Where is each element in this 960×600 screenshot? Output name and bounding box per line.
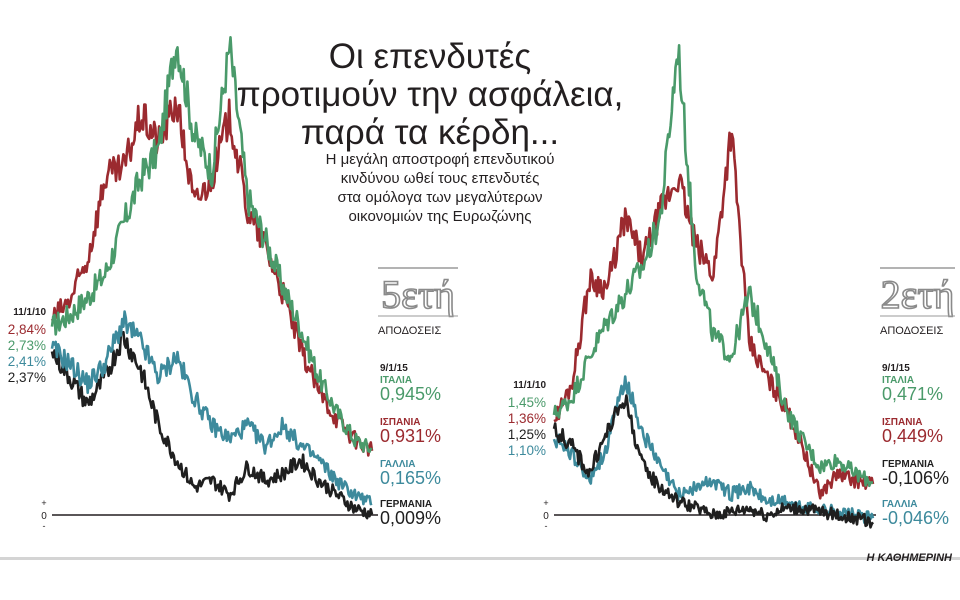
end-value-label: 0,165% [380,468,441,488]
series-line-3 [552,394,875,529]
subtitle-line: κινδύνου ωθεί τους επενδυτές [340,170,540,187]
start-value-label: 1,36% [508,411,546,426]
panel-subtitle: ΑΠΟΔΟΣΕΙΣ [880,325,943,337]
series-name-label: ΙΣΠΑΝΙΑ [882,417,922,428]
headline-line: προτιμούν την ασφάλεια, [236,75,624,114]
end-value-label: 0,945% [380,384,441,404]
end-date-label: 9/1/15 [882,363,910,374]
subtitle-line: Η μεγάλη αποστροφή επενδυτικού [325,151,555,168]
axis-zero-label: 0 [543,511,549,522]
credit: Η ΚΑΘΗΜΕΡΙΝΗ [866,552,952,564]
series-name-label: ΓΕΡΜΑΝΙΑ [882,459,934,470]
series-line-3 [50,310,373,506]
axis-minus-label: - [43,521,46,531]
start-value-label: 1,25% [508,427,546,442]
end-value-label: 0,471% [882,384,943,404]
start-date-label: 11/1/10 [13,307,46,318]
series-line-1 [50,35,373,454]
subtitle-line: οικονομιών της Ευρωζώνης [348,208,532,225]
series-name-label: ΙΤΑΛΙΑ [882,375,914,386]
series-line-1 [552,43,874,488]
series-name-label: ΙΣΠΑΝΙΑ [380,417,420,428]
start-value-label: 2,84% [8,322,46,337]
headline: Οι επενδυτές προτιμούν την ασφάλεια, παρ… [230,38,630,152]
end-value-label: 0,931% [380,426,441,446]
axis-plus-label: + [543,498,548,508]
series-line-4 [552,375,875,525]
axis-zero-label: 0 [41,511,47,522]
start-value-label: 2,73% [8,338,46,353]
panel-subtitle: ΑΠΟΔΟΣΕΙΣ [378,325,441,337]
series-name-label: ΓΑΛΛΙΑ [380,459,415,470]
series-name-label: ΓΕΡΜΑΝΙΑ [380,499,432,510]
end-date-label: 9/1/15 [380,363,408,374]
series-name-label: ΓΑΛΛΙΑ [882,499,917,510]
end-value-label: -0,046% [882,508,949,528]
subtitle-line: στα ομόλογα των μεγαλύτερων [337,189,543,206]
subtitle: Η μεγάλη αποστροφή επενδυτικού κινδύνου … [270,150,610,226]
series-name-label: ΙΤΑΛΙΑ [380,375,412,386]
start-value-label: 2,41% [8,354,46,369]
footer-rule [0,557,960,560]
headline-line: παρά τα κέρδη... [300,113,560,152]
end-value-label: -0,106% [882,468,949,488]
start-value-label: 1,10% [508,443,546,458]
panel-title: 2ετή [881,272,955,317]
end-value-label: 0,009% [380,508,441,528]
end-value-label: 0,449% [882,426,943,446]
headline-line: Οι επενδυτές [328,37,532,76]
axis-plus-label: + [41,498,46,508]
axis-minus-label: - [545,521,548,531]
start-value-label: 2,37% [8,370,46,385]
start-value-label: 1,45% [508,395,546,410]
start-date-label: 11/1/10 [513,380,546,391]
series-line-2 [553,131,875,500]
panel-title: 5ετή [381,272,455,317]
